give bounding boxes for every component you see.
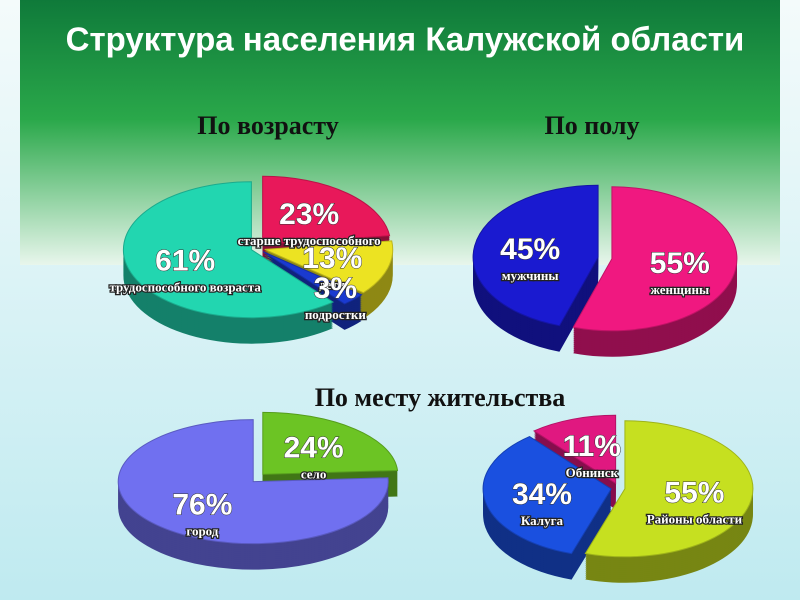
slide-title: Структура населения Калужской области — [66, 21, 745, 58]
category-label: город — [186, 523, 218, 538]
pie-slice — [122, 181, 335, 319]
value-label: 61% — [155, 244, 215, 277]
category-label: мужчины — [502, 268, 559, 283]
category-label: старше трудоспособного — [238, 233, 381, 248]
chart-title: По полу — [545, 111, 640, 140]
category-label: подростки — [305, 307, 367, 322]
category-label: дети — [319, 277, 346, 292]
pie-slice — [262, 411, 399, 475]
value-label: 76% — [172, 488, 232, 521]
pie-slice — [584, 420, 754, 558]
value-label: 24% — [284, 431, 344, 464]
value-label: 45% — [500, 233, 560, 266]
chart-title: По месту жительства — [315, 383, 566, 412]
category-label: трудоспособного возраста — [109, 279, 261, 294]
value-label: 55% — [664, 477, 724, 510]
category-label: Обнинск — [566, 465, 619, 480]
value-label: 13% — [302, 242, 362, 275]
value-label: 55% — [650, 247, 710, 280]
chart-title: По возрасту — [197, 111, 338, 140]
value-label: 34% — [512, 478, 572, 511]
pie-slice — [572, 186, 738, 332]
pie-slice — [482, 435, 612, 555]
value-label: 23% — [279, 198, 339, 231]
pie-slice — [532, 414, 617, 485]
category-label: село — [301, 466, 327, 481]
value-label: 3% — [314, 272, 357, 305]
pie-slice — [262, 251, 363, 305]
value-label: 11% — [563, 430, 621, 463]
pie-slice — [264, 240, 394, 294]
category-label: женщины — [651, 282, 710, 297]
pie-slice — [262, 175, 391, 245]
pie-slice — [117, 419, 389, 545]
category-label: Калуга — [521, 513, 564, 528]
pie-slice — [472, 184, 599, 327]
category-label: Районы области — [647, 512, 743, 527]
